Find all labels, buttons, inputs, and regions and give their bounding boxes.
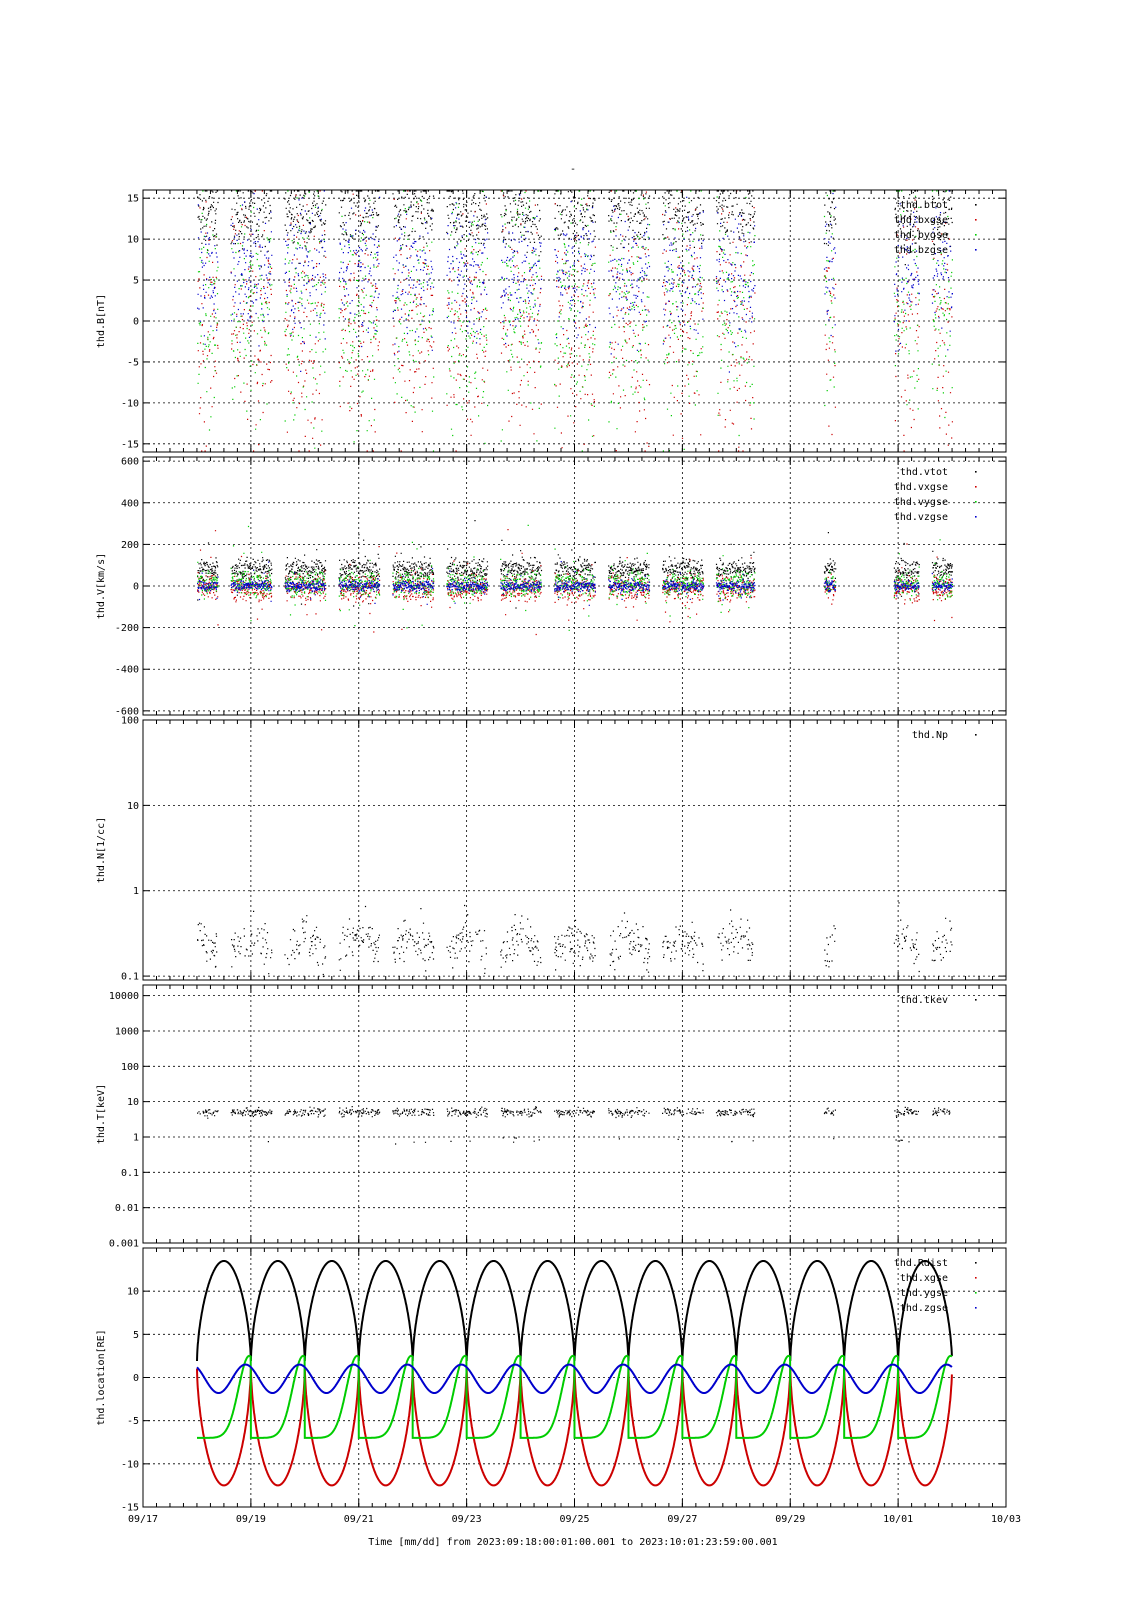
legend-label: thd.tkev	[900, 995, 948, 1006]
y-tick-label: -10	[121, 398, 139, 409]
legend-label: thd.Rdist	[894, 1258, 948, 1269]
y-tick-label: 10	[127, 1287, 139, 1298]
x-tick-label: 09/27	[667, 1514, 697, 1525]
legend-label: thd.ygse	[900, 1288, 948, 1299]
panel-4: 0.001 0.01 0.1 1 10 100 1000 10000 thd.T[keV] thd…	[96, 984, 1007, 1250]
y-tick-label: 5	[133, 1330, 139, 1341]
legend-label: thd.btot	[900, 200, 948, 211]
panel-5-data	[196, 1260, 953, 1487]
x-tick-label: 09/23	[452, 1514, 482, 1525]
y-axis-label: thd.B[nT]	[96, 294, 107, 348]
y-tick-label: 0	[133, 317, 139, 328]
y-tick-label: 600	[121, 457, 139, 468]
y-tick-label: 10	[127, 1097, 139, 1108]
y-tick-label: -5	[127, 357, 139, 368]
y-tick-label: 10000	[109, 991, 139, 1002]
y-tick-label: 10	[127, 801, 139, 812]
series-thd.zgse	[196, 1363, 953, 1394]
series-thd.btot	[197, 190, 953, 268]
legend-marker	[975, 219, 977, 221]
series-thd.vzgse	[197, 561, 953, 606]
y-tick-label: -15	[121, 1503, 139, 1514]
legend-marker	[975, 999, 977, 1001]
panel-1-data	[197, 190, 953, 452]
figure-title: -	[570, 164, 576, 175]
legend-label: thd.bzgse	[894, 245, 948, 256]
panel-3-data	[197, 902, 953, 978]
panel-2: -600 -400 -200 0 200 400 600 thd.V[km/s] thd.vto…	[96, 456, 1007, 717]
y-axis-label: thd.V[km/s]	[96, 553, 107, 619]
legend-marker	[975, 234, 977, 236]
panel-1: -15 -10 -5 0 5 10 15 thd.B[nT] thd.btot thd.bxgse…	[96, 189, 1007, 453]
y-tick-label: -15	[121, 439, 139, 450]
y-tick-label: 200	[121, 540, 139, 551]
legend-marker	[975, 1292, 977, 1294]
y-tick-label: 0.001	[109, 1239, 139, 1250]
x-axis-title: Time [mm/dd] from 2023:09:18:00:01:00.00…	[368, 1537, 777, 1548]
y-tick-label: 1000	[115, 1026, 139, 1037]
legend-label: thd.zgse	[900, 1303, 948, 1314]
legend-label: thd.xgse	[900, 1273, 948, 1284]
legend-marker	[975, 734, 977, 736]
series-thd.Np	[197, 902, 953, 978]
x-tick-label: 10/03	[991, 1514, 1021, 1525]
legend-label: thd.bxgse	[894, 215, 948, 226]
y-tick-label: 0.1	[121, 972, 139, 983]
y-tick-label: 0	[133, 1373, 139, 1384]
panel-3: 0.1 1 10 100 thd.N[1/cc] thd.Np	[96, 716, 1007, 983]
series-thd.ygse	[197, 1354, 953, 1439]
y-tick-label: 5	[133, 276, 139, 287]
legend-marker	[975, 1262, 977, 1264]
y-tick-label: 0	[133, 582, 139, 593]
panel-4-data	[197, 1106, 951, 1145]
series-thd.Rdist	[196, 1260, 953, 1362]
legend-label: thd.Np	[912, 730, 948, 741]
y-tick-label: -5	[127, 1416, 139, 1427]
y-tick-label: 0.01	[115, 1203, 139, 1214]
y-tick-label: 100	[121, 716, 139, 727]
legend-label: thd.vzgse	[894, 512, 948, 523]
legend-marker	[975, 1307, 977, 1309]
x-tick-label: 09/19	[236, 1514, 266, 1525]
x-tick-label: 09/29	[775, 1514, 805, 1525]
y-tick-label: 1	[133, 1132, 139, 1143]
y-tick-label: 0.1	[121, 1168, 139, 1179]
legend-label: thd.bygse	[894, 230, 948, 241]
series-thd.vtot	[197, 520, 953, 609]
y-tick-label: -600	[115, 706, 139, 717]
legend-marker	[975, 516, 977, 518]
y-axis-label: thd.T[keV]	[96, 1084, 107, 1144]
series-thd.bzgse	[197, 190, 953, 373]
panel-2-data	[197, 520, 953, 636]
legend-marker	[975, 249, 977, 251]
legend-label: thd.vygse	[894, 497, 948, 508]
y-axis-label: thd.N[1/cc]	[96, 817, 107, 883]
legend-label: thd.vxgse	[894, 482, 948, 493]
y-tick-label: 10	[127, 235, 139, 246]
y-tick-label: -400	[115, 665, 139, 676]
x-tick-label: 09/21	[344, 1514, 374, 1525]
y-axis-label: thd.location[RE]	[96, 1329, 107, 1425]
legend-marker	[975, 471, 977, 473]
y-tick-label: -200	[115, 623, 139, 634]
x-tick-label: 10/01	[883, 1514, 913, 1525]
panel-5: -15 -10 -5 0 5 10 thd.location[RE] thd.Rdist thd…	[96, 1247, 1007, 1514]
y-tick-label: 15	[127, 194, 139, 205]
y-tick-label: -10	[121, 1459, 139, 1470]
plot-frame	[142, 984, 1007, 1244]
legend-marker	[975, 1277, 977, 1279]
y-tick-label: 1	[133, 886, 139, 897]
x-tick-label: 09/25	[559, 1514, 589, 1525]
legend-marker	[975, 486, 977, 488]
x-tick-label: 09/17	[128, 1514, 158, 1525]
legend-marker	[975, 204, 977, 206]
series-thd.tkev	[197, 1106, 951, 1145]
legend-marker	[975, 501, 977, 503]
legend-label: thd.vtot	[900, 467, 948, 478]
y-tick-label: 100	[121, 1062, 139, 1073]
y-tick-label: 400	[121, 498, 139, 509]
